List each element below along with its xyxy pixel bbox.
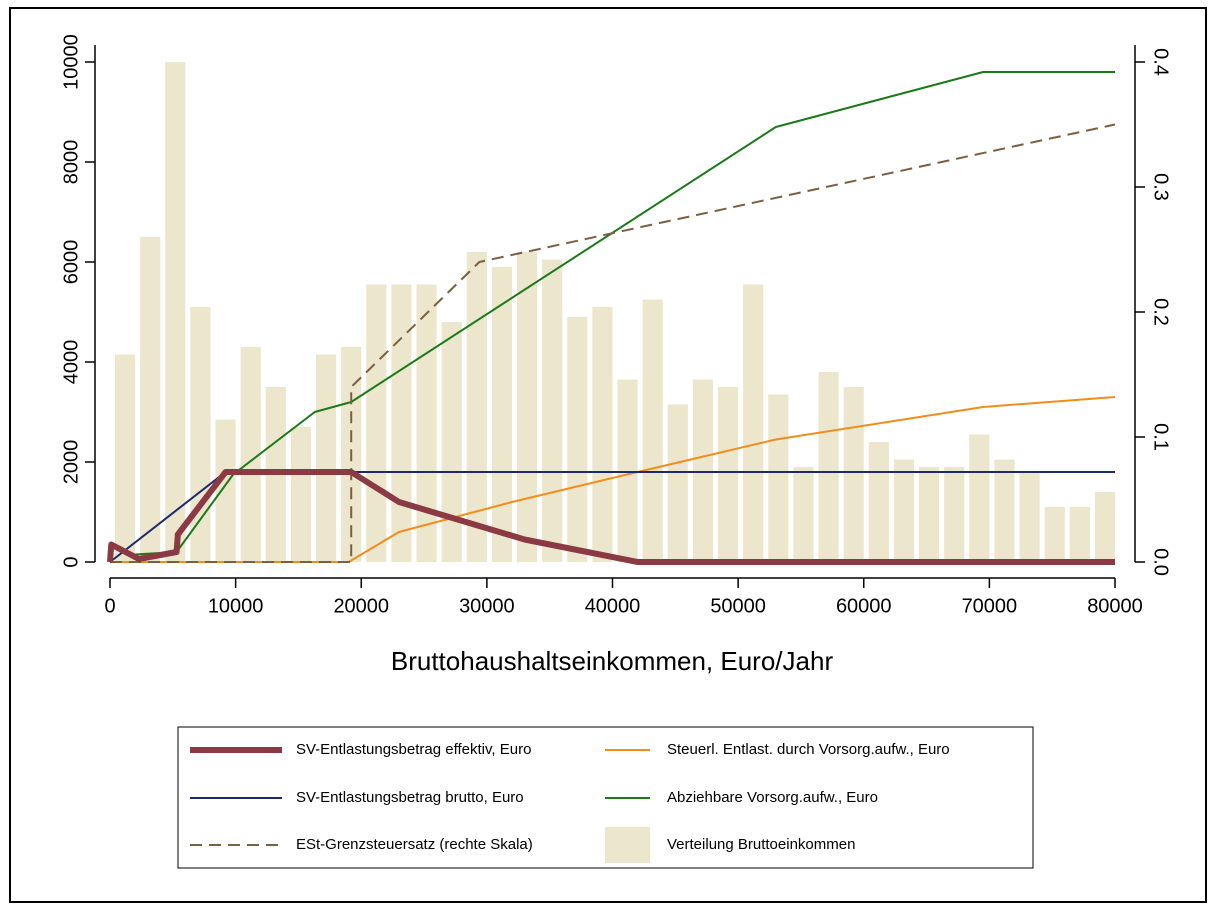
histogram-bar (491, 267, 512, 562)
histogram-bar (743, 284, 764, 562)
line-series (135, 71, 1115, 556)
histogram-bar (1019, 472, 1040, 562)
histogram-bar (592, 307, 613, 562)
histogram-bar (366, 284, 387, 562)
histogram-bar (567, 317, 588, 562)
histogram-bar (466, 252, 487, 562)
legend-label: Abziehbare Vorsorg.aufw., Euro (667, 789, 878, 806)
x-tick-label: 10000 (208, 595, 264, 617)
x-tick-label: 60000 (836, 595, 892, 617)
legend-swatch (605, 827, 650, 863)
y2-tick-label: 0.2 (1150, 298, 1172, 326)
legend-label: Steuerl. Entlast. durch Vorsorg.aufw., E… (667, 741, 950, 758)
histogram-bar (190, 307, 211, 562)
histogram-bar (969, 434, 990, 562)
y-tick-label: 2000 (60, 440, 82, 485)
legend-label: SV-Entlastungsbetrag brutto, Euro (296, 789, 524, 806)
line-series (107, 469, 1115, 565)
x-tick-label: 80000 (1087, 595, 1143, 617)
histogram-bar (893, 459, 914, 562)
y-tick-label: 6000 (60, 240, 82, 285)
histogram-bar (667, 404, 688, 562)
histogram-bar (165, 62, 186, 562)
legend-label: Verteilung Bruttoeinkommen (667, 836, 855, 853)
y2-tick-label: 0.1 (1150, 423, 1172, 451)
histogram-bar (215, 419, 236, 562)
histogram-bar (542, 259, 563, 562)
histogram-bar (240, 347, 261, 562)
histogram-bar (843, 387, 864, 562)
histogram-bar (919, 467, 940, 562)
y-tick-label: 0 (60, 556, 82, 567)
histogram-bar (1094, 492, 1115, 562)
histogram-bar (517, 252, 538, 562)
legend-label: SV-Entlastungsbetrag effektiv, Euro (296, 741, 531, 758)
histogram-bar (1069, 507, 1090, 562)
histogram-bar (718, 387, 739, 562)
histogram-bar (768, 394, 789, 562)
line-series (110, 396, 1116, 563)
histogram-bar (944, 467, 965, 562)
x-axis-label: Bruttohaushaltseinkommen, Euro/Jahr (391, 646, 834, 676)
line-series (110, 123, 1116, 563)
x-tick-label: 40000 (585, 595, 641, 617)
x-tick-label: 70000 (962, 595, 1018, 617)
histogram-bar (441, 322, 462, 562)
y2-tick-label: 0.4 (1150, 48, 1172, 76)
legend-label: ESt-Grenzsteuersatz (rechte Skala) (296, 836, 533, 853)
histogram-bar (290, 427, 311, 562)
frame (9, 7, 1207, 903)
x-tick-label: 0 (104, 595, 115, 617)
histogram-bar (692, 379, 713, 562)
histogram-bar (140, 237, 161, 562)
y-tick-label: 4000 (60, 340, 82, 385)
histogram-bar (115, 354, 136, 562)
histogram-bar (391, 284, 412, 562)
y2-tick-label: 0.0 (1150, 548, 1172, 576)
x-tick-label: 20000 (333, 595, 389, 617)
histogram-bar (1044, 507, 1065, 562)
histogram-bar (316, 354, 337, 562)
histogram-bar (818, 372, 839, 562)
histogram-bar (617, 379, 638, 562)
y-tick-label: 10000 (60, 34, 82, 90)
histogram-bar (868, 442, 889, 562)
x-tick-label: 30000 (459, 595, 515, 617)
y-tick-label: 8000 (60, 140, 82, 185)
histogram-bar (642, 299, 663, 562)
y2-tick-label: 0.3 (1150, 173, 1172, 201)
histogram-bar (994, 459, 1015, 562)
histogram-bar (793, 467, 814, 562)
histogram-bar (416, 284, 437, 562)
x-tick-label: 50000 (710, 595, 766, 617)
